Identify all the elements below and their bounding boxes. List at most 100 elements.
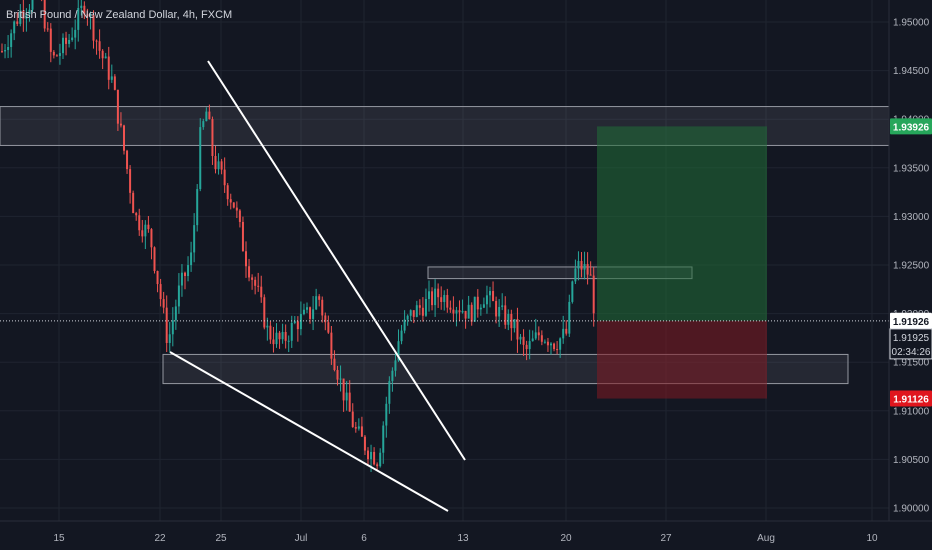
candle-body (434, 288, 437, 306)
candle-body (357, 426, 360, 429)
candle-body (113, 76, 116, 90)
candle-body (452, 309, 455, 314)
candle-body (299, 314, 302, 330)
candle-body (571, 281, 574, 302)
price-tick-label: 1.94500 (893, 66, 930, 77)
candle-body (537, 332, 540, 336)
candle-body (260, 286, 263, 298)
candle-body (119, 123, 122, 126)
candle-body (330, 332, 333, 359)
take-profit-label: 1.93926 (893, 122, 930, 133)
candle-body (98, 41, 101, 51)
position-stop-area[interactable] (597, 320, 767, 399)
candle-body (501, 305, 504, 307)
trendline-lower[interactable] (169, 351, 449, 512)
candle-body (428, 291, 430, 299)
price-tick-label: 1.91000 (893, 406, 930, 417)
candle-body (284, 331, 287, 341)
candle-body (254, 279, 257, 286)
candle-body (150, 229, 153, 248)
candle-body (135, 213, 138, 216)
candle-body (129, 169, 132, 193)
last-price-label-bg (890, 312, 932, 329)
time-tick-label: 13 (457, 533, 469, 544)
candle-body (74, 29, 77, 38)
candle-body (153, 247, 156, 272)
candle-layer (1, 0, 595, 472)
candle-body (28, 9, 31, 15)
candle-body (370, 451, 373, 460)
candle-body (489, 291, 491, 296)
position-target-area[interactable] (597, 126, 767, 321)
candle-body (107, 56, 110, 80)
candle-body (327, 322, 330, 333)
price-label-layer: 1.93926 1.91926 1.91126 1.91925 02:34:26 (889, 118, 932, 407)
trendline-upper[interactable] (207, 60, 466, 461)
candle-body (251, 277, 254, 280)
price-axis-panel[interactable] (889, 0, 932, 521)
candle-body (68, 39, 71, 44)
candle-body (476, 296, 479, 310)
candle-body (58, 53, 61, 56)
candle-body (485, 295, 488, 305)
candle-body (238, 210, 241, 222)
candle-body (388, 381, 391, 404)
time-tick-label: Aug (757, 533, 775, 544)
candle-body (16, 21, 19, 24)
countdown-label: 02:34:26 (892, 347, 931, 358)
candle-body (4, 50, 7, 52)
candle-body (290, 322, 293, 341)
candle-body (437, 288, 440, 298)
candle-body (31, 0, 34, 10)
candle-body (174, 306, 177, 321)
price-tick-label: 1.93500 (893, 163, 930, 174)
candle-body (556, 349, 559, 351)
candle-body (446, 294, 449, 308)
candle-body (354, 427, 357, 429)
candle-body (421, 307, 424, 316)
candle-body (440, 297, 443, 302)
candle-body (458, 310, 461, 313)
candle-body (77, 7, 80, 30)
candle-body (110, 76, 113, 80)
candle-body (470, 304, 473, 322)
candle-body (461, 310, 464, 313)
time-axis-panel[interactable] (0, 521, 932, 550)
stop-loss-label-bg (890, 390, 932, 407)
candle-body (522, 336, 525, 345)
candle-body (373, 451, 376, 465)
candle-body (382, 425, 385, 453)
candle-body (367, 450, 369, 460)
candle-body (510, 313, 513, 329)
candle-body (315, 296, 318, 310)
candle-body (55, 55, 58, 57)
candle-body (589, 274, 592, 276)
candle-body (504, 305, 507, 325)
candle-body (86, 14, 89, 17)
candle-body (13, 21, 16, 34)
candle-body (513, 319, 516, 329)
candle-body (583, 264, 586, 270)
time-tick-label: 25 (215, 533, 227, 544)
candle-body (449, 307, 452, 310)
stop-loss-label: 1.91126 (893, 395, 929, 406)
candle-body (49, 28, 52, 52)
candle-body (546, 341, 549, 346)
candle-body (412, 310, 415, 317)
candle-body (391, 370, 394, 382)
time-tick-label: 15 (53, 533, 65, 544)
candle-body (199, 127, 202, 190)
candle-body (342, 378, 345, 401)
candle-body (400, 330, 403, 342)
candle-body (550, 343, 552, 346)
price-tick-label: 1.90000 (893, 504, 930, 515)
candle-body (19, 10, 22, 24)
candle-body (22, 10, 25, 19)
candle-body (565, 328, 568, 334)
candle-body (202, 121, 205, 128)
candle-body (360, 426, 363, 437)
time-axis[interactable]: 15 22 25 Jul 6 13 20 27 Aug 10 (53, 533, 878, 544)
candle-body (318, 296, 321, 300)
